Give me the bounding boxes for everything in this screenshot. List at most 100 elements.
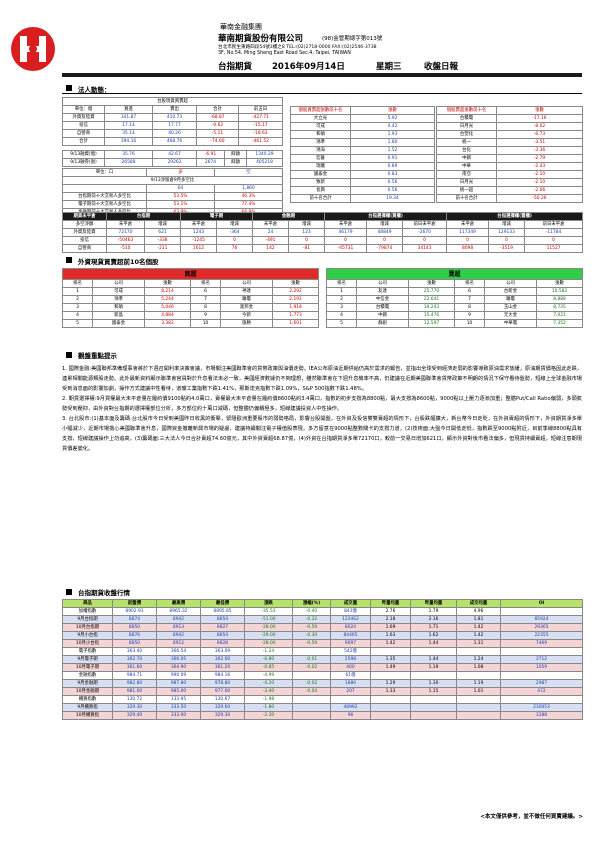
col-header: 單位：口	[62, 168, 147, 177]
table-row: 中華 -2.43	[436, 162, 583, 171]
quote-cell	[456, 711, 501, 720]
shares: 5,244	[144, 295, 191, 304]
address-english: 3F, No.54, Ming Sheng East Road Sec.4, T…	[218, 51, 351, 56]
cell: -5.11	[196, 129, 239, 138]
product-name: 10月台指期	[62, 623, 113, 632]
col-header: 未平倉	[446, 220, 490, 229]
stock: 鴻準	[92, 295, 145, 304]
quote-cell: 1.81	[456, 615, 501, 624]
quote-cell: 329.30	[112, 703, 157, 712]
cell: 621	[144, 228, 181, 237]
market-notes-title: 觀盤重點提示	[78, 352, 117, 360]
cell: 日月光	[436, 122, 497, 131]
quote-cell: 366.54	[156, 647, 201, 656]
quote-cell: 3288	[500, 711, 583, 720]
quote-cell: 22355	[500, 631, 583, 640]
quote-cell	[292, 695, 331, 704]
quote-cell: 363.09	[200, 647, 245, 656]
stock: 聯電	[220, 295, 273, 304]
quote-cell: 1.79	[410, 607, 457, 616]
quote-cell: 61億	[330, 671, 371, 680]
col-header: 最低價	[200, 599, 245, 608]
col-header: 公司	[356, 279, 409, 288]
quote-cell: 1.31	[456, 639, 501, 648]
cell: 1340.29	[246, 150, 283, 159]
cell: -0.62	[196, 121, 239, 130]
rank: 5	[62, 319, 93, 328]
cell: -17.16	[496, 114, 583, 123]
quote-cell: 207	[330, 687, 371, 696]
cell: -427.71	[237, 113, 284, 122]
rank: 8	[190, 303, 221, 312]
table-row: 10月櫃買指 329.40 333.00 329.30 -2.30 96 3288	[62, 711, 583, 720]
cell: 19.34	[350, 194, 435, 203]
product-name: 櫃買指數	[62, 695, 113, 704]
cell: 46179	[324, 228, 367, 237]
quote-cell: -0.85	[244, 663, 293, 672]
quote-cell: 8942	[156, 631, 201, 640]
futures-quotes-body: 加權指數 8902.91 8965.32 8895.85 -35.53 -0.40 843億…	[62, 607, 583, 720]
quote-cell	[500, 695, 583, 704]
col-header: 個股買賣超張數前十名	[290, 106, 351, 115]
table-row: 致新 0.56	[290, 178, 435, 187]
quote-cell	[370, 703, 411, 712]
quote-cell	[456, 703, 501, 712]
quote-cell: 1.69	[370, 623, 411, 632]
quote-cell: 8874	[112, 615, 157, 624]
table-row: 台積電 -17.16	[436, 114, 583, 123]
col-header: 個股賣超張數前十名	[436, 106, 497, 115]
shares: 7,352	[535, 319, 584, 328]
quote-cell	[410, 647, 457, 656]
stock: 聯電	[484, 295, 537, 304]
cell: -3.36	[496, 146, 583, 155]
table-row: 前十名合計 19.34	[290, 194, 435, 203]
col-header: 增減	[366, 220, 403, 229]
row-label: 投信	[62, 236, 107, 245]
shares: 7,021	[535, 311, 584, 320]
quote-cell: 843億	[330, 607, 371, 616]
quote-cell: 8965.32	[156, 607, 201, 616]
rank: 6	[190, 287, 221, 296]
col-header: 買進	[104, 105, 153, 114]
cell: -6.73	[496, 130, 583, 139]
quote-cell: 8902.91	[112, 607, 157, 616]
table-row: 統一超 -2.06	[436, 186, 583, 195]
quote-cell: 2.16	[410, 615, 457, 624]
rank: 9	[454, 311, 485, 320]
cell: 17.77	[152, 121, 197, 130]
row-label: 外資及陸資	[62, 228, 107, 237]
table-row: 外資及陸資 341.87 410.73 -68.87 -427.71	[62, 113, 284, 122]
cell: 前十名合計	[436, 194, 497, 203]
spot-net-caption: 台股現貨買賣超	[61, 97, 284, 106]
quote-cell	[410, 671, 457, 680]
quote-cell: -4.20	[244, 679, 293, 688]
row-label: 電子期前十大交易人多空比	[62, 200, 147, 209]
stock: 中鋼	[356, 311, 409, 320]
col-header: 昨量均量	[370, 599, 411, 608]
foreign-buy-table: 買超 排名 公司 張數 排名 公司 張數 1 可成 8,214 6 神達 2,2…	[61, 268, 320, 328]
quote-cell: 230053	[500, 703, 583, 712]
group-header: 電子期	[180, 212, 253, 221]
cell: 1.80	[350, 138, 435, 147]
col-header: 張數	[535, 279, 584, 288]
cell: 46.3%	[214, 192, 283, 201]
stock: 富邦金	[220, 303, 273, 312]
table-row: 台塑化 -6.73	[436, 130, 583, 139]
quote-cell: 85924	[500, 615, 583, 624]
cell: -2670	[401, 228, 448, 237]
col-header: 最高價	[156, 599, 201, 608]
quote-cell	[292, 671, 331, 680]
section-bullet-icon	[66, 589, 72, 595]
cell: 可成	[290, 122, 351, 131]
quote-cell	[500, 607, 583, 616]
table-row: 宏碁 0.91	[290, 154, 435, 163]
cell: 1243	[180, 228, 217, 237]
top-buy-stocks-table: 個股買賣超張數前十名 張數 大立光 5.92 可成 4.42 和碩 1.93 鴻準 1.8…	[290, 106, 435, 203]
shares: 1,773	[271, 311, 320, 320]
cell: 台塑化	[436, 130, 497, 139]
product-name: 9月櫃買指	[62, 703, 113, 712]
cell: 117349	[446, 228, 490, 237]
foreign-top10-title: 外資現貨買賣超前10名個股	[78, 258, 159, 266]
shares: 2,191	[271, 295, 320, 304]
table-row: 9/13融券(張) 26588 29262 2674 餘額 405218	[62, 158, 283, 167]
